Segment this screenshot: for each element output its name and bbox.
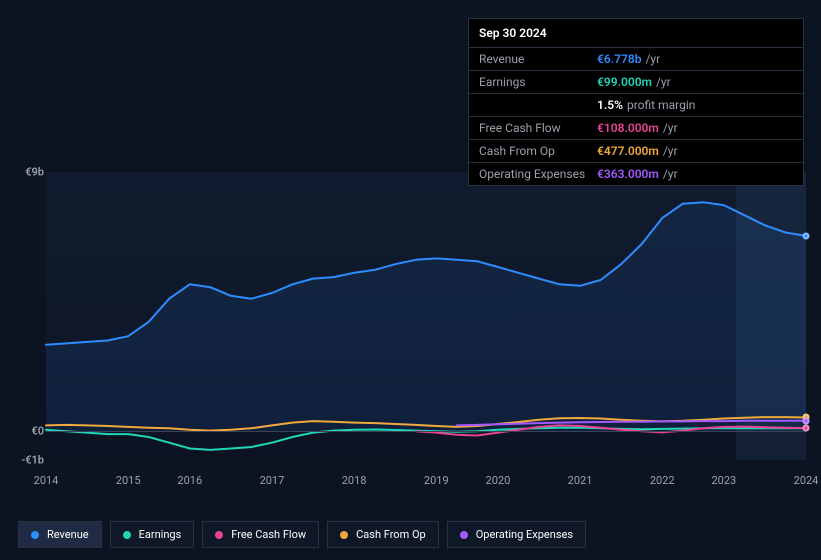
legend-label: Revenue (47, 528, 89, 541)
x-tick-label: 2016 (177, 474, 202, 487)
x-tick-label: 2019 (424, 474, 449, 487)
legend-label: Earnings (139, 528, 182, 541)
legend-dot-icon (31, 531, 39, 539)
x-tick-label: 2020 (486, 474, 511, 487)
x-tick-label: 2017 (260, 474, 285, 487)
legend: Revenue Earnings Free Cash Flow Cash From O… (18, 521, 586, 548)
tooltip-row-suffix: /yr (663, 167, 678, 181)
x-tick-label: 2015 (116, 474, 141, 487)
tooltip-row-value: 1.5% (597, 98, 623, 112)
tooltip-row: Earnings€99.000m/yr (469, 71, 803, 94)
legend-dot-icon (460, 531, 468, 539)
x-tick-label: 2014 (34, 474, 59, 487)
x-tick-label: 2023 (711, 474, 736, 487)
tooltip-row-value: €108.000m (597, 121, 659, 135)
tooltip-row-label: Earnings (479, 75, 597, 89)
series-area (46, 202, 806, 431)
tooltip-row-suffix: /yr (645, 52, 660, 66)
legend-label: Cash From Op (356, 528, 426, 541)
legend-dot-icon (215, 531, 223, 539)
x-tick-label: 2022 (650, 474, 675, 487)
chart-lines (46, 172, 806, 460)
x-tick-label: 2024 (794, 474, 819, 487)
x-tick-label: 2018 (342, 474, 367, 487)
legend-label: Free Cash Flow (231, 528, 306, 541)
plot-area[interactable] (46, 172, 806, 460)
tooltip-row: 1.5% profit margin (469, 94, 803, 117)
tooltip-row: Cash From Op€477.000m/yr (469, 140, 803, 163)
tooltip-row-suffix: /yr (663, 144, 678, 158)
tooltip-row-value: €6.778b (597, 52, 641, 66)
legend-dot-icon (340, 531, 348, 539)
chart-tooltip: Sep 30 2024 Revenue€6.778b/yrEarnings€99… (468, 18, 804, 186)
chart-area: €9b €0 -€1b 2014 2015 2016 2017 2018 2019 2020 20… (18, 160, 806, 500)
tooltip-row-label: Revenue (479, 52, 597, 66)
legend-item[interactable]: Operating Expenses (447, 521, 586, 548)
tooltip-row: Operating Expenses€363.000m/yr (469, 163, 803, 185)
legend-item[interactable]: Revenue (18, 521, 102, 548)
legend-item[interactable]: Earnings (110, 521, 195, 548)
tooltip-row-label: Free Cash Flow (479, 121, 597, 135)
legend-dot-icon (123, 531, 131, 539)
y-tick-label: -€1b (21, 454, 44, 467)
tooltip-row-label: Operating Expenses (479, 167, 597, 181)
y-axis: €9b €0 -€1b (18, 160, 46, 500)
tooltip-row-label (479, 98, 597, 112)
tooltip-rows: Revenue€6.778b/yrEarnings€99.000m/yr1.5%… (469, 48, 803, 185)
tooltip-row-suffix: profit margin (627, 98, 695, 112)
zero-line (46, 431, 806, 432)
series-end-marker (803, 417, 810, 424)
tooltip-row-suffix: /yr (656, 75, 671, 89)
tooltip-row-value: €363.000m (597, 167, 659, 181)
tooltip-row-label: Cash From Op (479, 144, 597, 158)
legend-label: Operating Expenses (476, 528, 573, 541)
tooltip-date: Sep 30 2024 (469, 19, 803, 48)
tooltip-row-value: €477.000m (597, 144, 659, 158)
y-tick-label: €0 (31, 425, 44, 438)
series-end-marker (803, 425, 810, 432)
legend-item[interactable]: Free Cash Flow (202, 521, 319, 548)
series-end-marker (803, 232, 810, 239)
tooltip-row-value: €99.000m (597, 75, 652, 89)
tooltip-row-suffix: /yr (663, 121, 678, 135)
y-tick-label: €9b (25, 166, 44, 179)
x-axis: 2014201520162017201820192020202120222023… (46, 460, 806, 500)
legend-item[interactable]: Cash From Op (327, 521, 439, 548)
tooltip-row: Revenue€6.778b/yr (469, 48, 803, 71)
tooltip-row: Free Cash Flow€108.000m/yr (469, 117, 803, 140)
x-tick-label: 2021 (568, 474, 593, 487)
